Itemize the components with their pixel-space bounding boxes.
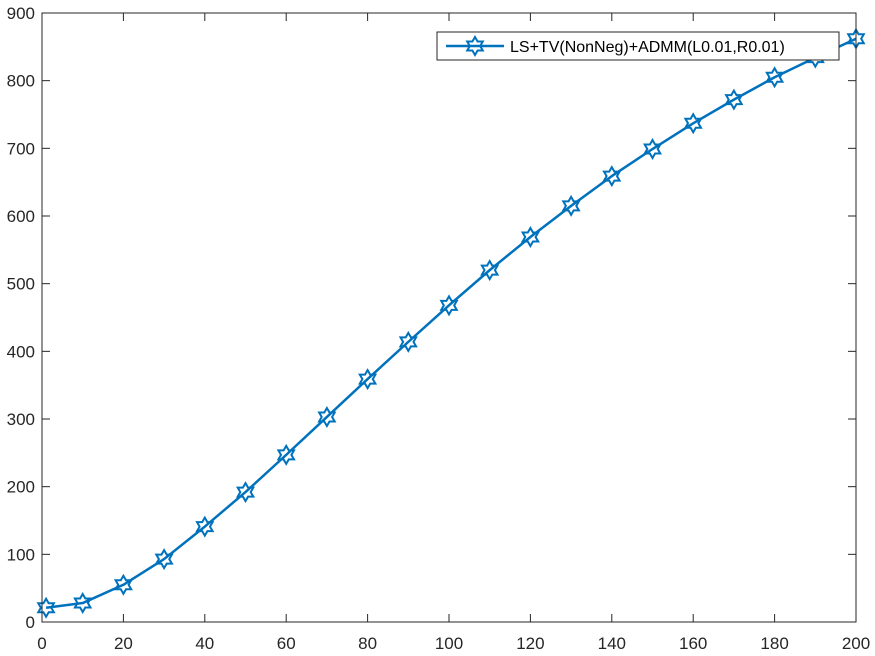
data-point (724, 88, 744, 111)
y-tick-label: 200 (7, 478, 35, 497)
y-tick-label: 900 (7, 4, 35, 23)
data-point (36, 596, 56, 619)
x-axis-ticks: 0 20 40 60 80 100 120 140 160 180 200 (37, 13, 870, 653)
data-point (439, 294, 459, 317)
data-point (642, 138, 663, 161)
y-tick-label: 400 (7, 342, 35, 361)
legend-entry-label: LS+TV(NonNeg)+ADMM(L0.01,R0.01) (510, 39, 785, 56)
legend-marker-hexagram-icon (465, 35, 485, 57)
y-tick-label: 100 (7, 545, 35, 564)
x-tick-label: 180 (760, 634, 788, 653)
data-point (398, 330, 418, 353)
y-tick-label: 600 (7, 207, 35, 226)
data-point (683, 112, 703, 135)
x-tick-label: 140 (598, 634, 626, 653)
x-tick-label: 40 (195, 634, 214, 653)
data-point (520, 225, 540, 248)
data-point (317, 405, 337, 428)
x-tick-label: 20 (114, 634, 133, 653)
plot-area (42, 13, 856, 622)
data-point (276, 443, 296, 466)
data-point (113, 573, 133, 596)
data-point (480, 259, 500, 282)
data-point (602, 165, 622, 188)
x-tick-label: 60 (277, 634, 296, 653)
x-tick-label: 100 (435, 634, 463, 653)
x-tick-label: 160 (679, 634, 707, 653)
data-point (195, 515, 215, 538)
x-tick-label: 80 (358, 634, 377, 653)
x-tick-label: 0 (37, 634, 46, 653)
y-tick-label: 500 (7, 275, 35, 294)
x-tick-label: 200 (842, 634, 870, 653)
data-point (154, 548, 174, 571)
y-tick-label: 300 (7, 410, 35, 429)
x-tick-label: 120 (516, 634, 544, 653)
y-tick-label: 0 (26, 613, 35, 632)
legend: LS+TV(NonNeg)+ADMM(L0.01,R0.01) (436, 31, 840, 61)
data-point (358, 368, 378, 391)
data-point (235, 481, 256, 504)
y-axis-ticks: 0 100 200 300 400 500 600 700 800 900 (7, 4, 856, 632)
data-point (765, 66, 785, 89)
y-tick-label: 700 (7, 139, 35, 158)
y-tick-label: 800 (7, 72, 35, 91)
data-point (561, 194, 581, 217)
data-point (73, 592, 93, 615)
series-line (45, 37, 857, 610)
